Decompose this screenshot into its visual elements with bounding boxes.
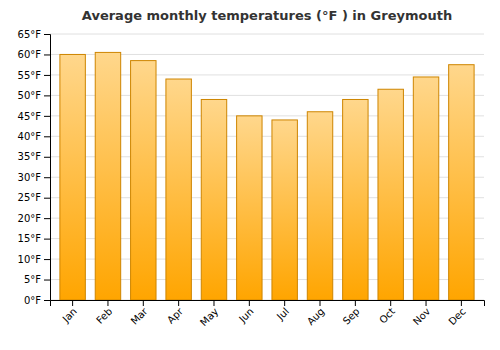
tick-mark [44,259,50,260]
tick-mark [44,218,50,219]
y-tick: 25°F [18,192,50,203]
y-tick: 5°F [24,274,50,285]
bar [131,61,156,300]
y-axis: 0°F 5°F 10°F 15°F 20°F 25°F 30°F 35°F 40°F 45°F 50… [18,29,51,306]
y-tick: 10°F [18,254,50,265]
y-tick: 55°F [18,70,50,81]
y-tick: 60°F [18,49,50,60]
x-tick-label: Apr [165,305,186,326]
tick-mark [178,300,179,306]
y-tick-label: 40°F [18,131,42,142]
bar [237,116,262,300]
tick-mark [44,95,50,96]
tick-mark [249,300,250,306]
tick-mark [390,300,391,306]
x-tick-label: Aug [305,306,327,328]
tick-mark [44,300,50,301]
tick-mark [44,116,50,117]
y-tick-label: 60°F [18,49,42,60]
y-tick-label: 65°F [18,29,42,40]
y-tick: 65°F [18,29,50,40]
y-tick-label: 15°F [18,233,42,244]
bar [201,99,226,300]
x-tick-label: Nov [411,306,433,328]
bars [60,52,474,300]
y-tick: 30°F [18,172,50,183]
tick-mark [213,300,214,306]
y-tick: 40°F [18,131,50,142]
x-tick-label: Jan [60,306,79,325]
x-tick: Aug [305,300,327,327]
y-tick-label: 20°F [18,213,42,224]
grid [50,34,484,300]
x-tick-label: Sep [341,306,362,327]
y-tick: 35°F [18,151,50,162]
tick-mark [320,300,321,306]
bar [60,54,85,300]
x-tick: Mar [129,300,151,327]
x-tick: Oct [377,300,397,326]
y-tick-label: 10°F [18,254,42,265]
tick-mark [143,300,144,306]
bar [449,65,474,300]
x-tick: Jan [60,300,79,325]
bar [166,79,191,300]
tick-mark [44,177,50,178]
tick-mark [44,239,50,240]
x-tick-label: May [198,306,220,328]
axis-line [51,301,485,307]
bar [413,77,438,300]
bar [95,52,120,300]
x-tick-label: Oct [377,306,397,326]
tick-mark [72,300,73,306]
bar [343,99,368,300]
tick-mark [44,198,50,199]
y-tick-label: 25°F [18,192,42,203]
bar [272,120,297,300]
grid-line [50,34,484,35]
tick-mark [461,300,462,306]
bar [378,89,403,300]
y-tick-label: 5°F [24,274,41,285]
y-tick: 0°F [24,295,50,306]
x-tick: Sep [341,300,362,327]
tick-mark [44,34,50,35]
y-tick-label: 45°F [18,111,42,122]
axis-line [44,35,51,301]
x-tick: Dec [446,300,467,327]
x-tick: Feb [94,300,114,326]
title: Average monthly temperatures (°F ) in Gr… [82,8,452,23]
x-tick-label: Mar [129,305,151,327]
y-tick-label: 35°F [18,151,42,162]
y-tick: 45°F [18,111,50,122]
y-tick-label: 55°F [18,70,42,81]
chart: Jan Feb Mar Apr May Jun Jul Aug Sep Oct Nov Dec 0°F 5… [0,0,500,350]
x-tick: Apr [165,300,186,326]
tick-mark [107,300,108,306]
y-tick-label: 0°F [24,295,41,306]
bar [307,112,332,300]
x-tick: Jun [236,300,256,325]
x-tick-label: Dec [446,306,467,327]
x-tick: Nov [411,300,433,327]
tick-mark [355,300,356,306]
tick-mark [284,300,285,306]
tick-mark [44,75,50,76]
tick-mark [426,300,427,306]
x-tick: May [198,300,220,328]
y-tick: 20°F [18,213,50,224]
tick-mark [44,54,50,55]
x-tick-label: Jun [236,306,256,326]
tick-mark [44,157,50,158]
x-axis: Jan Feb Mar Apr May Jun Jul Aug Sep Oct Nov Dec [51,300,485,328]
y-tick: 50°F [18,90,50,101]
y-tick: 15°F [18,233,50,244]
x-tick-label: Feb [94,306,114,326]
tick-mark [44,136,50,137]
x-tick: Jul [274,300,291,323]
y-tick-label: 30°F [18,172,42,183]
y-tick-label: 50°F [18,90,42,101]
tick-mark [44,280,50,281]
x-tick-label: Jul [274,306,291,323]
